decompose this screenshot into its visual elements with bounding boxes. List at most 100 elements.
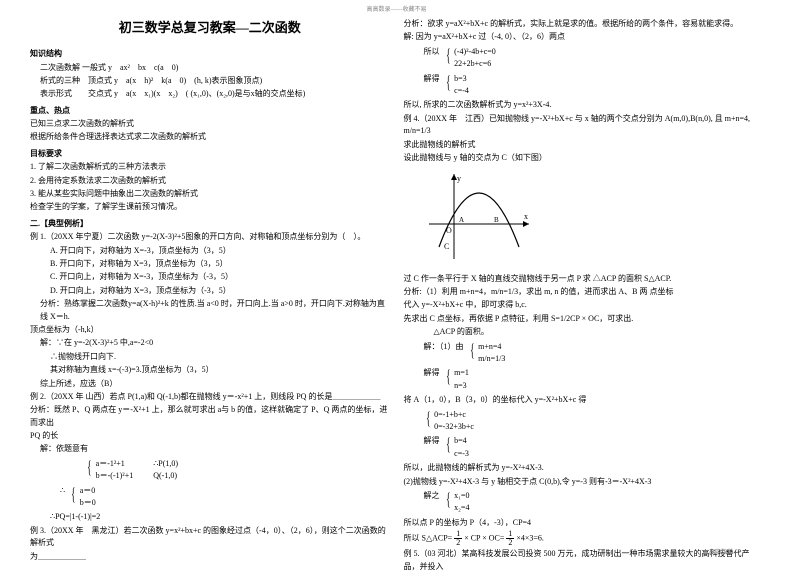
footer-mark: 高中数学 <box>709 547 733 556</box>
right-column: 分析：欲求 y=aX²+bX+c 的解析式，实际上就是求的值。根据所给的两个条件… <box>404 18 764 550</box>
brace-block-2: ∴ { a＝0 b＝0 <box>60 485 390 510</box>
brace-block-1: { a＝-1²+1 b＝-(-1)²+1 ∴P(1,0) Q(-1,0) <box>85 458 390 483</box>
pq-len: PQ 的长 <box>30 430 390 442</box>
so-label: 所以 <box>424 46 440 58</box>
page-title: 初三数学总复习教案—二次函数 <box>30 18 390 38</box>
header-mark: 高高数录——收藏不易 <box>366 4 426 13</box>
brace-icon: { <box>446 367 450 385</box>
r-b4: c=-4 <box>454 85 469 97</box>
o-label: O <box>446 226 452 235</box>
brace-icon: { <box>446 490 450 508</box>
solve-it: 解之 <box>424 490 440 502</box>
r-c7: b=4 <box>454 435 469 447</box>
example-3: 例 3.（20XX 年 黑龙江）若二次函数 y=x²+bx+c 的图象经过点（-… <box>30 525 390 550</box>
goal-3: 3. 能从某些实际问题中抽象出二次函数的解析式 <box>30 188 390 200</box>
sol2-head: 解：依题意有 <box>30 443 390 455</box>
r-c2: m/n=1/3 <box>478 353 505 365</box>
sol1-b: ∴抛物线开口向下. <box>30 351 390 363</box>
r-so3: 所以，此抛物线的解析式为 y=-X²+4X-3. <box>404 462 764 474</box>
page-columns: 初三数学总复习教案—二次函数 知识结构 二次函数解 一般式 y ax² bx c… <box>0 0 793 560</box>
brace-r5: { 0=-1+b+c 0=-32+3b+c <box>424 409 764 434</box>
sol2-q: Q(-1,0) <box>153 471 177 480</box>
section-key: 重点、热点 <box>30 105 390 117</box>
r-find: 求此抛物线的解析式 <box>404 139 764 151</box>
s-acp-line: 所以 S△ACP= 12 × CP × OC= 12 ×4×3=6. <box>404 530 764 547</box>
sacp-end: ×4×3=6. <box>516 533 544 542</box>
brace-r1: 所以 { (-4)²-4b+c=0 22+2b+c=6 <box>424 46 764 71</box>
sacp-text: 所以 S△ACP= <box>404 533 453 542</box>
r-eq1: (-4)²-4b+c=0 <box>454 46 496 58</box>
r-c4: n=3 <box>454 380 469 392</box>
r-so2: 所以, 所求的二次函数解析式为 y=x²+3X-4. <box>404 99 764 111</box>
r-substitute: 代入 y=-X²+bX+c 中，即可求得 b,c. <box>404 299 764 311</box>
ex1-d: D. 开口向上，对称轴为 X=3，顶点坐标为（-3，5） <box>30 285 390 297</box>
brace-icon: { <box>446 73 450 91</box>
sol2-pq: ∴PQ=|1-(-1)|=2 <box>30 511 390 523</box>
brace-icon: { <box>446 435 450 453</box>
analysis-1: 分析：熟练掌握二次函数y=a(X-h)²+k 的性质.当 a<0 时，开口向上.… <box>30 298 390 323</box>
keypoint-2: 根据所给条件合理选择表达式求二次函数的解析式 <box>30 131 390 143</box>
def-general: 二次函数解 一般式 y ax² bx c(a 0) <box>30 62 390 74</box>
example-4: 例 4.（20XX 年 江西）已知抛物线 y=-X²+bX+c 与 x 轴的两个… <box>404 113 764 138</box>
frac-half-2: 12 <box>506 530 514 547</box>
example-2: 例 2.（20XX 年 山西）若点 P(1,a)和 Q(-1,b)都在抛物线 y… <box>30 391 390 403</box>
goal-2: 2. 会用待定系数法求二次函数的解析式 <box>30 175 390 187</box>
brace-icon: { <box>426 409 430 427</box>
sol2-p: ∴P(1,0) <box>153 459 178 468</box>
x-label: x <box>524 212 528 221</box>
example-1: 例 1.（20XX 年宁夏）二次函数 y=-2(X-3)²+5图象的开口方向、对… <box>30 231 390 243</box>
brace-icon: { <box>71 485 75 503</box>
y-label: y <box>457 174 461 183</box>
r-c5: 0=-1+b+c <box>434 409 474 421</box>
brace-icon: { <box>446 46 450 64</box>
check-line: 检查学生的学案，了解学生课前预习情况。 <box>30 201 390 213</box>
r-b3: b=3 <box>454 73 469 85</box>
ex1-a: A. 开口向下，对称轴为 X=-3，顶点坐标为（3，5） <box>30 245 390 257</box>
ex1-b: B. 开口向下，对称轴为 X=3，顶点坐标为（3，5） <box>30 258 390 270</box>
sol2-head: 解：（1）由 <box>424 341 464 353</box>
brace-r4: 解得 { m=1 n=3 <box>424 367 764 392</box>
section-goal: 目标要求 <box>30 148 390 160</box>
left-column: 初三数学总复习教案—二次函数 知识结构 二次函数解 一般式 y ax² bx c… <box>30 18 390 550</box>
sacp-mid: × CP × OC= <box>464 533 504 542</box>
def-vertex: 析式的三种 顶点式 y a(x h)² k(a 0) (h, k)表示图象顶点) <box>30 75 390 87</box>
r-part2: (2)抛物线 y=-X²+4X-3 与 y 轴相交于点 C(0,b),令 y=-… <box>404 476 764 488</box>
r-c3: m=1 <box>454 367 469 379</box>
analysis-2: 分析：既然 P、Q 两点在 y＝-X²+1 上，那么就可求出 a与 b 的值，这… <box>30 404 390 429</box>
sol2-b0: b＝0 <box>80 497 96 509</box>
r-analysis: 分析：欲求 y=aX²+bX+c 的解析式，实际上就是求的值。根据所给的两个条件… <box>404 18 764 30</box>
section-structure: 知识结构 <box>30 48 390 60</box>
r-acp: △ACP 的面积。 <box>404 326 764 338</box>
r-c6: 0=-32+3b+c <box>434 421 474 433</box>
sol1-a: 解：∵在 y=-2(X-3)²+5 中,a=-2<0 <box>30 337 390 349</box>
r-sub: 将 A（1，0），B（3，0）的坐标代入 y=-X²+bX+c 得 <box>404 394 764 406</box>
brace-r3: 解：（1）由 { m+n=4 m/n=1/3 <box>424 341 764 366</box>
r-soP: 所以点 P 的坐标为 P（4，-3），CP=4 <box>404 517 764 529</box>
r-throughC: 过 C 作一条平行于 X 轴的直线交抛物线于另一点 P 求 △ACP 的面积 S… <box>404 273 764 285</box>
r-firstC: 先求出 C 点坐标，再依据 P 点特征，利用 S=1/2CP × OC，可求出. <box>404 313 764 325</box>
r-set: 设此抛物线与 y 轴的交点为 C（如下图） <box>404 152 764 164</box>
keypoint-1: 已知三点求二次函数的解析式 <box>30 118 390 130</box>
brace-icon: { <box>87 458 91 476</box>
r-analysis2: 分析:（1）利用 m+n=4，m/n=1/3，求出 m, n 的值，进而求出 A… <box>404 286 764 298</box>
brace-icon: { <box>470 341 474 359</box>
example-3b: 为＿＿＿＿＿＿ <box>30 551 390 563</box>
a-label: A <box>459 216 464 224</box>
sol2-eq1: a＝-1²+1 <box>96 458 134 470</box>
c-label: C <box>444 242 449 251</box>
b-label: B <box>494 216 499 224</box>
r-c1: m+n=4 <box>478 341 505 353</box>
brace-r6: 解得 { b=4 c=-3 <box>424 435 764 460</box>
r-sol1: 解: 因为 y=aX²+bX+c 过（-4, 0）、（2，6）两点 <box>404 31 764 43</box>
r-eq2: 22+2b+c=6 <box>454 58 496 70</box>
section-examples: 二.【典型例析】 <box>30 218 390 230</box>
r-c8: c=-3 <box>454 448 469 460</box>
sol1-c: 其对称轴为直线 x=-(-3)=3.顶点坐标为（3，5） <box>30 364 390 376</box>
ex1-c: C. 开口向上，对称轴为 X=-3，顶点坐标为（-3，5） <box>30 271 390 283</box>
solve-label-2: 解得 <box>424 367 440 379</box>
brace-r7: 解之 { x₁=0 x₂=4 <box>424 490 764 515</box>
vertex-coord: 顶点坐标为（-h,k） <box>30 324 390 336</box>
parabola-chart: y x O C A B <box>424 169 534 264</box>
solve-label: 解得 <box>424 73 440 85</box>
solve-label-3: 解得 <box>424 435 440 447</box>
